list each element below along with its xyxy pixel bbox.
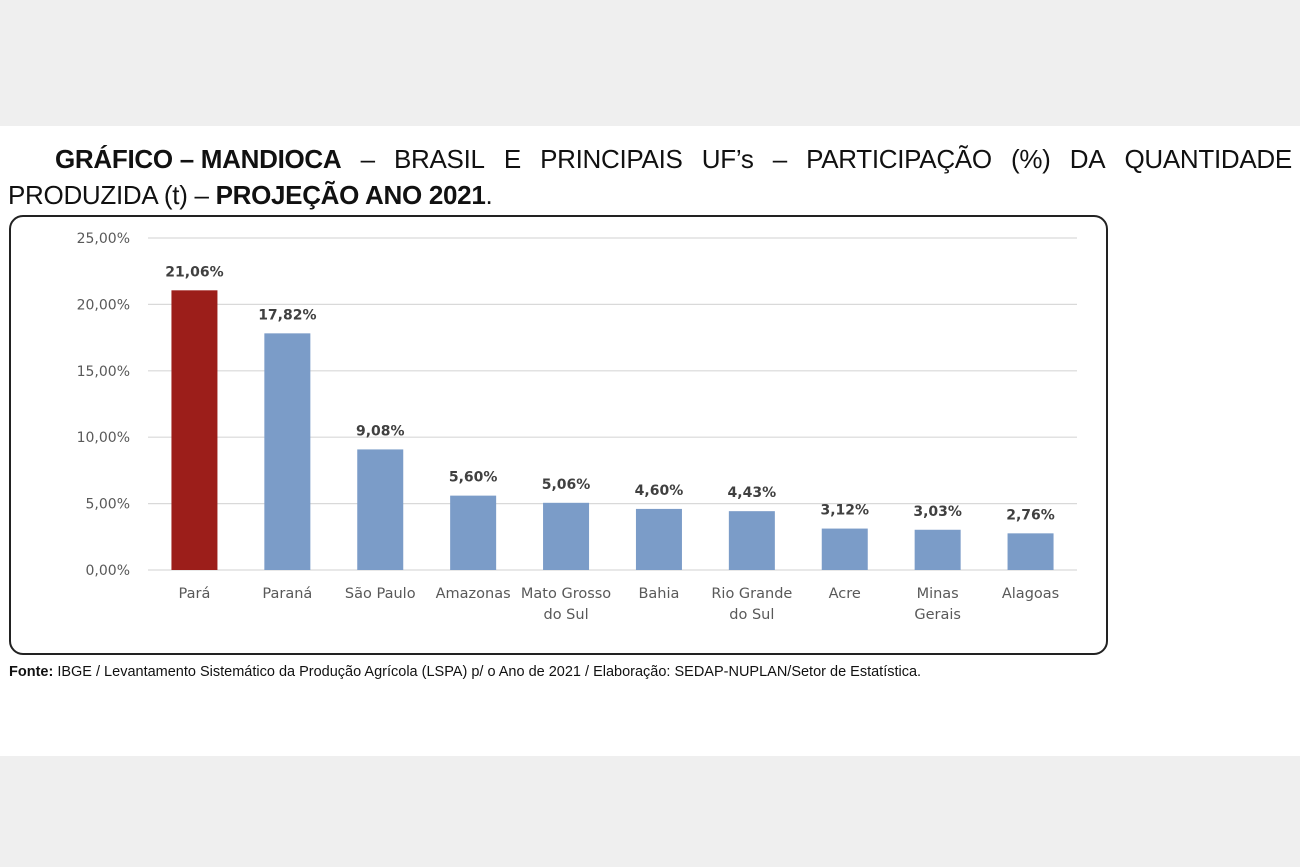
caption-word: UF’s (701, 144, 754, 174)
y-tick-label: 5,00% (86, 497, 130, 513)
x-tick-label: Rio Grande (711, 586, 792, 602)
caption-period: . (485, 180, 493, 210)
data-label: 17,82% (258, 307, 316, 323)
x-tick-label: Acre (829, 586, 861, 602)
x-tick-label: Gerais (914, 607, 961, 623)
bar (914, 529, 961, 570)
chart-frame: 0,00% 5,00% 10,00% 15,00% 20,00% 25,00% 21,06%… (9, 215, 1108, 655)
caption-normal-text: PRODUZIDA (t) – (8, 180, 216, 210)
x-tick-label: do Sul (543, 607, 588, 623)
bar (450, 495, 497, 570)
x-tick-label: Amazonas (436, 586, 511, 602)
y-tick-label: 10,00% (77, 430, 130, 446)
bar-chart: 0,00% 5,00% 10,00% 15,00% 20,00% 25,00% 21,06%… (77, 231, 1077, 623)
caption-word: – (360, 144, 375, 174)
caption-bold-projection: PROJEÇÃO ANO 2021 (215, 180, 486, 210)
data-label: 4,60% (635, 483, 684, 499)
data-label: 21,06% (165, 264, 223, 280)
bar (821, 528, 868, 570)
bar (1007, 533, 1054, 570)
y-tick-label: 20,00% (77, 297, 130, 313)
y-tick-label: 25,00% (77, 231, 130, 247)
data-label: 3,12% (820, 503, 869, 519)
x-tick-label: São Paulo (345, 586, 416, 602)
bar (543, 502, 590, 570)
bar (728, 511, 775, 570)
chart-caption: GRÁFICO – MANDIOCA – BRASIL E PRINCIPAIS… (8, 141, 1292, 213)
source-note: Fonte: IBGE / Levantamento Sistemático d… (9, 664, 921, 680)
caption-word: – (772, 144, 787, 174)
x-tick-label: do Sul (729, 607, 774, 623)
x-tick-label: Minas (917, 586, 959, 602)
data-label: 2,76% (1006, 507, 1055, 523)
y-tick-label: 15,00% (77, 364, 130, 380)
source-text: IBGE / Levantamento Sistemático da Produ… (53, 664, 922, 680)
caption-word: PARTICIPAÇÃO (806, 144, 992, 174)
data-label: 9,08% (356, 423, 405, 439)
x-tick-label: Paraná (262, 586, 312, 602)
bar (171, 290, 218, 570)
x-tick-label: Alagoas (1002, 586, 1059, 602)
data-label: 5,06% (542, 477, 591, 493)
y-tick-label: 0,00% (86, 563, 130, 579)
data-label: 4,43% (728, 485, 777, 501)
caption-word: PRINCIPAIS (540, 144, 683, 174)
data-label: 5,60% (449, 470, 498, 486)
data-label: 3,03% (913, 504, 962, 520)
source-label: Fonte: (9, 664, 54, 680)
bar (635, 508, 682, 570)
x-tick-label: Bahia (638, 586, 679, 602)
bar (357, 449, 404, 570)
caption-word: BRASIL (393, 144, 485, 174)
caption-word: QUANTIDADE (1124, 144, 1292, 174)
x-tick-label: Pará (179, 586, 211, 602)
caption-word: E (503, 144, 521, 174)
caption-line-2: PRODUZIDA (t) – PROJEÇÃO ANO 2021. (8, 177, 1292, 213)
caption-bold-heading: GRÁFICO – MANDIOCA (55, 144, 342, 174)
x-tick-label: Mato Grosso (521, 586, 611, 602)
caption-line-1: GRÁFICO – MANDIOCA – BRASIL E PRINCIPAIS… (8, 141, 1292, 177)
caption-word: (%) (1010, 144, 1051, 174)
caption-word: DA (1069, 144, 1106, 174)
bar (264, 333, 311, 570)
